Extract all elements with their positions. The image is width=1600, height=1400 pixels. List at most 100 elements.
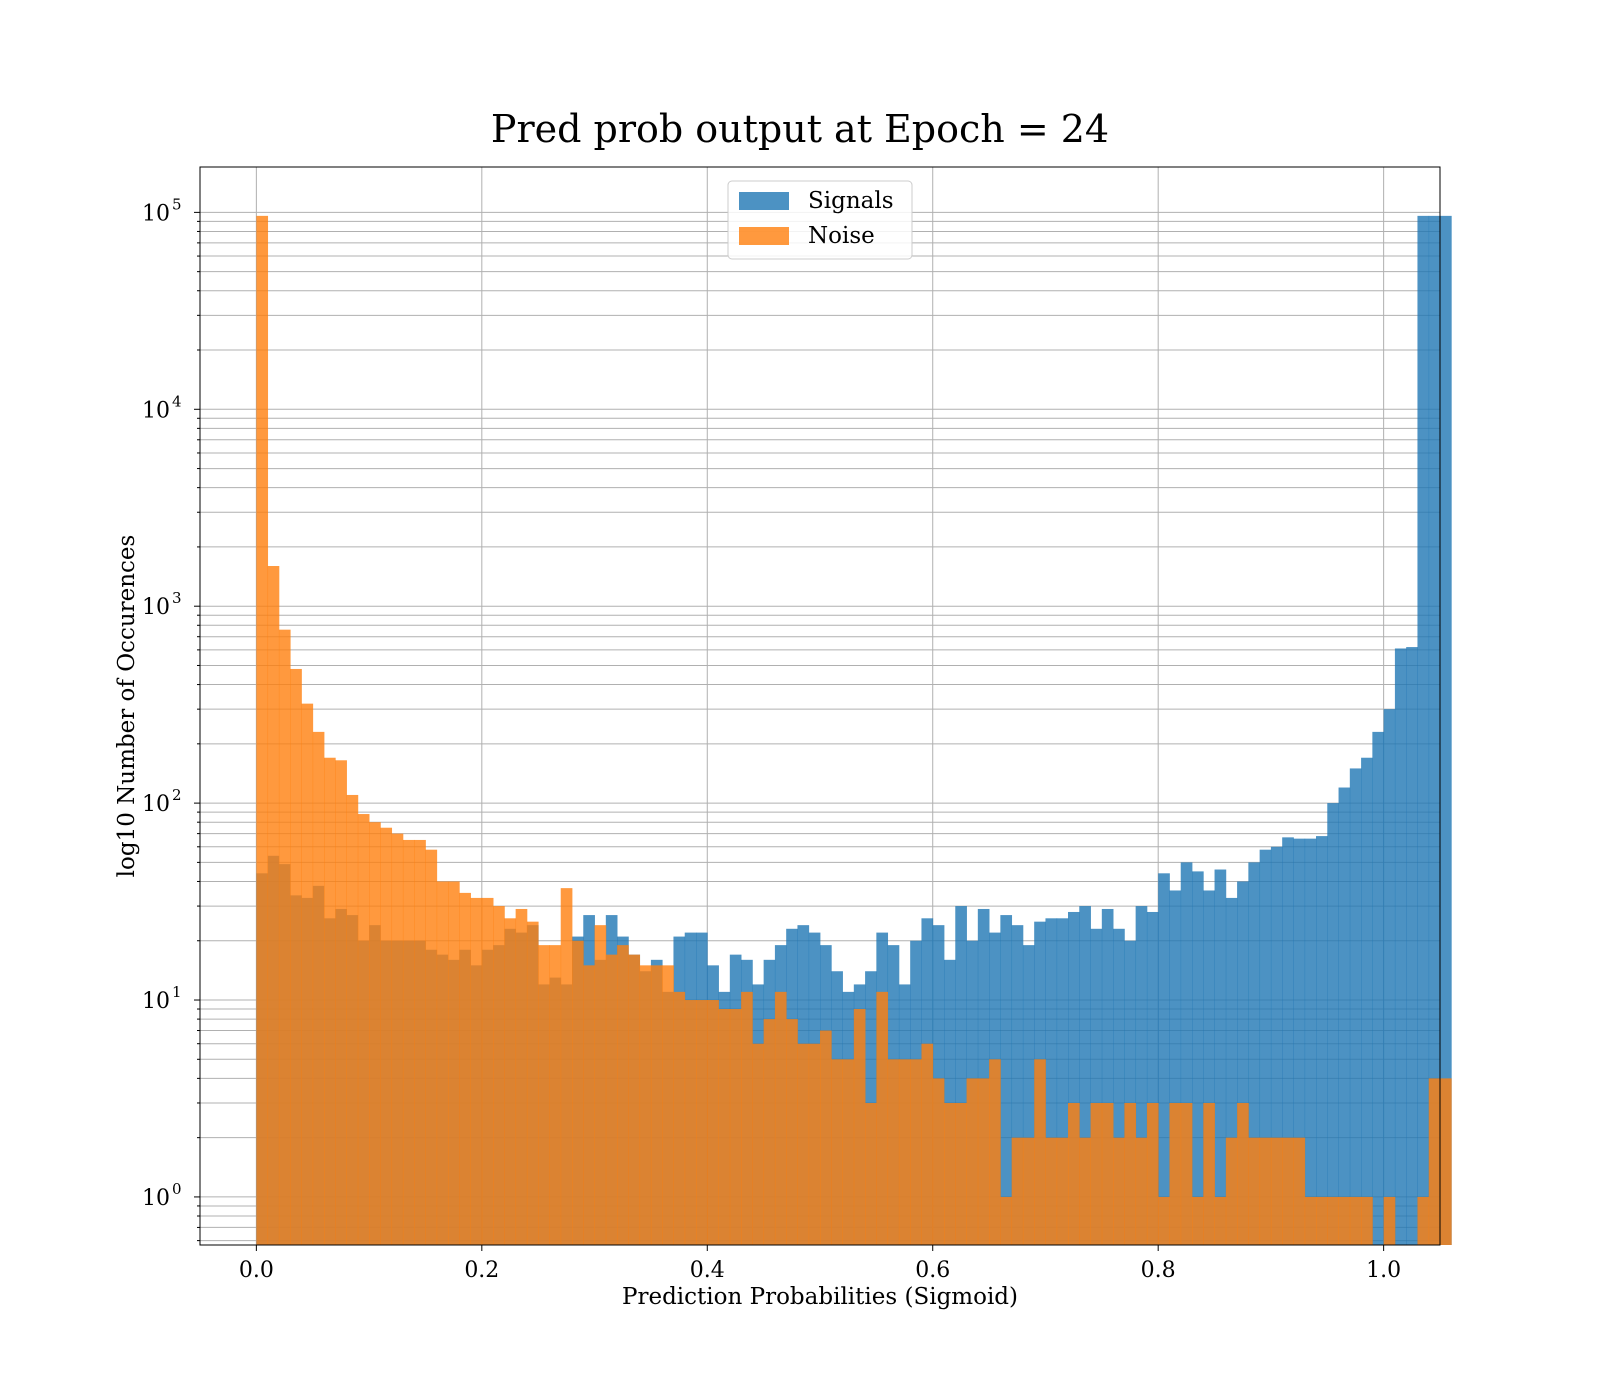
noise-bar bbox=[1214, 1196, 1227, 1245]
signals-bar bbox=[944, 959, 956, 1245]
signals-bar bbox=[1068, 911, 1080, 1245]
noise-bar bbox=[1203, 1102, 1215, 1245]
noise-bar bbox=[278, 629, 291, 1245]
noise-bar bbox=[346, 794, 359, 1245]
signals-bar bbox=[1304, 838, 1317, 1245]
noise-bar bbox=[1270, 1137, 1283, 1245]
x-tick-label: 0.2 bbox=[464, 1258, 499, 1283]
noise-bar bbox=[696, 1000, 708, 1245]
y-tick-label: 10 bbox=[142, 989, 170, 1014]
signals-bar bbox=[977, 908, 990, 1245]
legend-swatch-noise bbox=[739, 227, 789, 245]
noise-bar bbox=[402, 839, 415, 1245]
noise-bar bbox=[842, 1059, 855, 1245]
noise-bar bbox=[1079, 1137, 1091, 1245]
noise-bar bbox=[1361, 1196, 1373, 1245]
signals-bar bbox=[1146, 911, 1159, 1245]
noise-bar bbox=[944, 1102, 956, 1245]
noise-bar bbox=[865, 1102, 877, 1245]
noise-bar bbox=[290, 668, 302, 1245]
y-tick-label: 10 bbox=[142, 792, 170, 817]
y-tick-label: 10 bbox=[142, 595, 170, 620]
signals-bar bbox=[1090, 928, 1103, 1245]
signals-bar bbox=[1022, 945, 1035, 1245]
y-tick-label: 10 bbox=[142, 1186, 170, 1211]
signals-bar bbox=[1056, 918, 1069, 1245]
signals-bar bbox=[1101, 908, 1114, 1245]
chart-title: Pred prob output at Epoch = 24 bbox=[491, 107, 1109, 151]
legend-swatch-signals bbox=[739, 192, 789, 210]
signals-bar bbox=[1124, 940, 1137, 1245]
noise-bar bbox=[1259, 1137, 1272, 1245]
x-axis-label: Prediction Probabilities (Sigmoid) bbox=[622, 1284, 1018, 1310]
signals-bar bbox=[1237, 881, 1249, 1245]
noise-bar bbox=[1056, 1137, 1069, 1245]
noise-bar bbox=[549, 945, 562, 1245]
noise-bar bbox=[977, 1078, 990, 1245]
noise-bar bbox=[1180, 1102, 1193, 1245]
signals-bar bbox=[1113, 928, 1125, 1245]
signals-bar bbox=[1361, 757, 1373, 1245]
signals-bar bbox=[1327, 803, 1339, 1245]
noise-bar bbox=[425, 849, 438, 1245]
noise-bar bbox=[1101, 1102, 1114, 1245]
noise-bar bbox=[267, 566, 280, 1245]
signals-bar bbox=[1203, 890, 1215, 1245]
signals-bar bbox=[1225, 897, 1238, 1245]
noise-bar bbox=[380, 827, 393, 1245]
noise-bar bbox=[594, 925, 607, 1245]
x-tick-label: 0.0 bbox=[239, 1258, 274, 1283]
noise-bar bbox=[312, 731, 325, 1245]
noise-bar bbox=[369, 822, 381, 1245]
noise-bar bbox=[650, 965, 663, 1245]
y-tick-label: 10 bbox=[142, 398, 170, 423]
noise-bar bbox=[932, 1078, 945, 1245]
noise-bar bbox=[1440, 1078, 1452, 1245]
signals-bar bbox=[1000, 915, 1013, 1245]
noise-bar bbox=[459, 892, 471, 1245]
signals-bar bbox=[1011, 925, 1024, 1245]
noise-bar bbox=[707, 1000, 719, 1245]
noise-bar bbox=[1045, 1137, 1058, 1245]
noise-bar bbox=[1293, 1137, 1306, 1245]
noise-bar bbox=[481, 897, 494, 1245]
noise-bar bbox=[808, 1043, 821, 1245]
noise-bar bbox=[1338, 1196, 1351, 1245]
noise-bar bbox=[493, 906, 505, 1245]
noise-bar bbox=[673, 991, 686, 1245]
noise-bars bbox=[256, 215, 1452, 1245]
noise-bar bbox=[774, 991, 787, 1245]
signals-bar bbox=[1394, 648, 1407, 1245]
noise-bar bbox=[504, 918, 517, 1245]
x-tick-label: 1.0 bbox=[1366, 1258, 1401, 1283]
noise-bar bbox=[1327, 1196, 1339, 1245]
noise-bar bbox=[763, 1019, 776, 1245]
signals-bar bbox=[1079, 906, 1091, 1245]
noise-bar bbox=[718, 1009, 731, 1245]
x-tick-label: 0.6 bbox=[915, 1258, 950, 1283]
noise-bar bbox=[391, 833, 404, 1245]
signals-bar bbox=[1293, 838, 1306, 1245]
signals-bar bbox=[1192, 871, 1204, 1245]
signals-bar bbox=[1406, 647, 1418, 1245]
signals-bar bbox=[1248, 862, 1261, 1245]
noise-bar bbox=[752, 1043, 765, 1245]
noise-bar bbox=[335, 760, 347, 1245]
noise-bar bbox=[560, 888, 573, 1245]
noise-bar bbox=[853, 1009, 866, 1245]
noise-bar bbox=[583, 965, 595, 1245]
noise-bar bbox=[786, 1019, 798, 1245]
noise-bar bbox=[831, 1059, 843, 1245]
noise-bar bbox=[572, 940, 584, 1245]
plot-frame bbox=[199, 166, 1441, 1246]
signals-bar bbox=[1169, 890, 1182, 1245]
noise-bar bbox=[324, 757, 336, 1245]
noise-bar bbox=[1349, 1196, 1362, 1245]
noise-bar bbox=[910, 1059, 922, 1245]
noise-bar bbox=[1169, 1102, 1182, 1245]
signals-bar bbox=[1135, 906, 1148, 1245]
y-tick-exponent: 0 bbox=[172, 1180, 182, 1198]
signals-bar bbox=[1372, 731, 1385, 1245]
